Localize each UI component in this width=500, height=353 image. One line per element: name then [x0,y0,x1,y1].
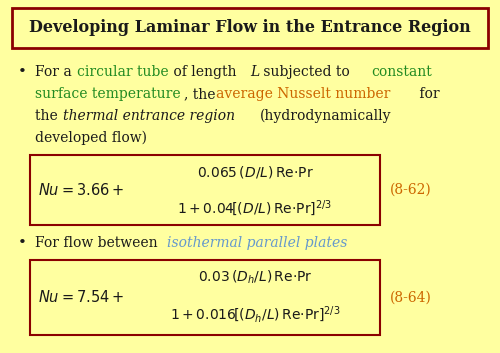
Text: $\mathit{Nu}=7.54+$: $\mathit{Nu}=7.54+$ [38,289,124,305]
Text: $0.03\,(D_h/L)\,\mathrm{Re{\cdot}Pr}$: $0.03\,(D_h/L)\,\mathrm{Re{\cdot}Pr}$ [198,268,312,286]
Text: average Nusselt number: average Nusselt number [216,87,390,101]
Text: $\mathit{Nu}=3.66+$: $\mathit{Nu}=3.66+$ [38,182,124,198]
Text: $0.065\,(D/L)\,\mathrm{Re{\cdot}Pr}$: $0.065\,(D/L)\,\mathrm{Re{\cdot}Pr}$ [196,164,314,180]
Text: of length: of length [169,65,241,79]
Text: Developing Laminar Flow in the Entrance Region: Developing Laminar Flow in the Entrance … [29,19,471,36]
Text: thermal entrance region: thermal entrance region [63,109,240,123]
Text: •: • [18,65,27,79]
Text: the: the [35,109,62,123]
Text: $1+0.016\!\left[(D_h/L)\,\mathrm{Re{\cdot}Pr}\right]^{2/3}$: $1+0.016\!\left[(D_h/L)\,\mathrm{Re{\cdo… [170,305,340,325]
Text: constant: constant [371,65,432,79]
Text: isothermal parallel plates: isothermal parallel plates [167,236,348,250]
Text: (8-62): (8-62) [390,183,432,197]
Text: , the: , the [184,87,220,101]
Text: (hydrodynamically: (hydrodynamically [260,109,392,123]
Text: •: • [18,236,27,250]
Text: For a: For a [35,65,76,79]
Text: circular tube: circular tube [77,65,168,79]
Text: $1+0.04\!\left[(D/L)\,\mathrm{Re{\cdot}Pr}\right]^{2/3}$: $1+0.04\!\left[(D/L)\,\mathrm{Re{\cdot}P… [178,198,332,218]
Text: (8-64): (8-64) [390,291,432,305]
Text: L: L [250,65,259,79]
Text: developed flow): developed flow) [35,131,147,145]
Text: subjected to: subjected to [259,65,354,79]
Text: For flow between: For flow between [35,236,162,250]
Text: for: for [415,87,440,101]
Text: surface temperature: surface temperature [35,87,180,101]
